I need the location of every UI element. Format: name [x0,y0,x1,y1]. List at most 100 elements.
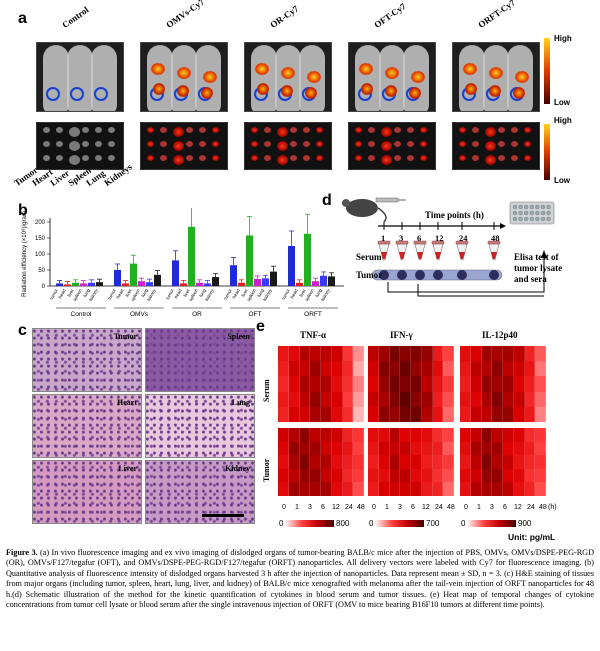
heatmap-cell [342,361,354,377]
mouse-silhouette [43,45,69,111]
heatmap-x-tick: 48 [357,504,365,511]
organ-sample [420,127,427,133]
heatmap-cell [481,428,493,442]
organ-sample [56,155,63,161]
heatmap-cell [389,455,401,469]
fluorescence-signal [489,85,501,97]
heatmap-cell [368,441,379,456]
heatmap-cell [481,455,493,469]
he-tile-tumor: Tumor [32,328,142,392]
heatmap-cell [443,376,454,392]
heatmap-cell [353,468,364,483]
organ-sample [381,155,392,165]
bar-ORFT-kidney [328,276,335,286]
heatmap-cell [470,406,482,422]
heatmap-cell [288,428,300,442]
mouse-silhouette [67,45,93,111]
heatmap-cell [470,441,482,456]
colorbar-high-label: High [554,34,572,43]
heatmap-cell [331,441,343,456]
heatmap-cell [378,361,390,377]
heatmap-cell [321,346,332,362]
x-tick-label: tumor [107,288,117,301]
heatmap-cell [432,428,444,442]
heatmap-cell [400,441,411,456]
heatmap-cell [331,468,343,483]
group-label-3: OFT [249,311,262,318]
organ-sample [407,155,414,161]
organ-sample [82,155,89,161]
heatmap-cell [299,482,311,496]
fluorescence-signal [201,87,213,99]
heatmap-cell [503,482,514,496]
organ-sample [43,141,50,147]
panel-d-schematic [342,197,555,297]
heatmap-cell [513,482,525,496]
colorbar2-high-label: High [554,116,572,125]
heatmap-tumor-0 [278,428,364,496]
group-label-1: OMVs [130,311,149,318]
organ-sample [290,155,297,161]
heatmap-cell [460,455,471,469]
heatmap-cell [513,455,525,469]
organ-sample [251,141,258,147]
organ-sample [381,127,392,137]
scale-zero-label: 0 [279,519,284,528]
elisa-plate-icon [509,201,555,225]
invivo-image-2 [244,42,332,112]
heatmap-cell [411,441,422,456]
heatmap-cell [299,361,311,377]
x-tick-label: lung [140,288,149,298]
heatmap-cell [288,441,300,456]
fluorescence-signal [203,71,217,83]
organ-sample [277,155,288,165]
fluorescence-signal [281,67,295,79]
organ-sample [524,127,531,133]
bar-OMVs-tumor [114,270,121,286]
heatmap-x-tick: 1 [295,504,299,511]
heatmap-cell [389,376,401,392]
exvivo-image-4 [452,122,540,170]
mouse-silhouette [355,45,381,111]
heatmap-cell [432,346,444,362]
heatmap-cell [411,361,422,377]
organ-sample [277,127,288,137]
heatmap-cell [470,361,482,377]
heatmap-cell [278,376,289,392]
heatmap-cell [342,406,354,422]
bar-OR-kidney [212,277,219,286]
bar-OFT-liver [246,235,253,286]
heatmap-cell [321,376,332,392]
colorbar-exvivo [544,124,550,180]
x-tick-label: spleen [72,288,83,302]
organ-sample [420,155,427,161]
heatmap-cell [492,441,503,456]
bar-OR-tumor [172,260,179,286]
heatmap-cell [378,482,390,496]
he-tile-label: Liver [118,464,137,473]
heatmap-cell [299,406,311,422]
he-tile-label: Lung [231,398,250,407]
heatmap-cell [331,361,343,377]
heatmap-cell [288,376,300,392]
heatmap-cell [421,482,433,496]
bar-Control-tumor [56,283,63,286]
heatmap-cell [503,406,514,422]
heatmap-x-tick: 12 [422,504,430,511]
bar-ORFT-lung [320,275,327,286]
heatmap-x-tick: 6 [321,504,325,511]
heatmap-x-tick: 48 [539,504,547,511]
fluorescence-signal [361,83,373,95]
mouse-silhouette [91,45,117,111]
heatmap-cell [342,391,354,407]
organ-sample [368,141,375,147]
heatmap-cell [389,361,401,377]
heatmap-cell [421,361,433,377]
heatmap-cell [321,468,332,483]
heatmap-cell [378,346,390,362]
heatmap-cell [342,346,354,362]
row-label-tumor: Tumor [262,458,271,482]
exvivo-image-1 [140,122,228,170]
heatmap-x-tick: 0 [464,504,468,511]
heatmap-cell [513,468,525,483]
